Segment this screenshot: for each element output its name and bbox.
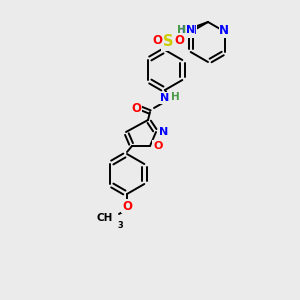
- Text: CH: CH: [97, 213, 113, 223]
- Text: N: N: [160, 93, 169, 103]
- Text: H: H: [177, 25, 186, 35]
- Text: O: O: [152, 34, 162, 46]
- Text: N: N: [219, 25, 229, 38]
- Text: N: N: [159, 127, 168, 137]
- Text: O: O: [153, 141, 162, 151]
- Text: 3: 3: [117, 221, 123, 230]
- Text: O: O: [174, 34, 184, 46]
- Text: N: N: [186, 25, 195, 35]
- Text: H: H: [171, 92, 180, 102]
- Text: S: S: [163, 34, 173, 50]
- Text: O: O: [122, 200, 132, 212]
- Text: HN: HN: [177, 25, 195, 35]
- Text: O: O: [131, 101, 141, 115]
- Text: N: N: [187, 25, 197, 38]
